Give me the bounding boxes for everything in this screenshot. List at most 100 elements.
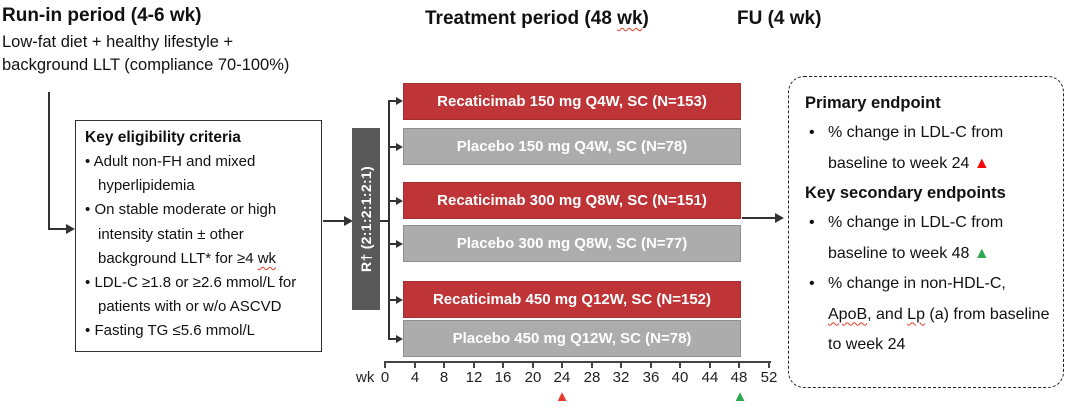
axis-tick: 8 — [429, 361, 459, 386]
branch-arrowhead-icon — [396, 197, 403, 205]
randomization-ratio-label: R† (2:1:2:1:2:1) — [358, 166, 374, 272]
treatment-arm-bar: Placebo 150 mg Q4W, SC (N=78) — [403, 128, 741, 165]
runin-subtitle-line1: Low-fat diet + healthy lifestyle + — [2, 33, 234, 51]
axis-tick: 24 — [547, 361, 577, 386]
runin-subtitle: Low-fat diet + healthy lifestyle + backg… — [2, 31, 289, 77]
tick-mark — [620, 361, 622, 368]
treatment-arm-bar: Recaticimab 150 mg Q4W, SC (N=153) — [403, 83, 741, 120]
branch-arrowhead-icon — [396, 240, 403, 248]
eligibility-bullet: • Adult non-FH and mixed hyperlipidemia — [85, 153, 256, 195]
week48-marker-triangle-icon: ▲ — [732, 388, 748, 405]
follow-up-period-title: FU (4 wk) — [737, 8, 822, 29]
treatment-arm-bar: Placebo 450 mg Q12W, SC (N=78) — [403, 320, 741, 357]
bullet-icon: • — [85, 153, 91, 170]
arm-label: Placebo 300 mg Q8W, SC (N=77) — [456, 235, 688, 252]
primary-endpoint-title: Primary endpoint — [805, 94, 941, 112]
tick-label: 44 — [701, 369, 719, 386]
runin-connector-horizontal-line — [48, 228, 67, 230]
treatment-arm-bar: Recaticimab 450 mg Q12W, SC (N=152) — [403, 281, 741, 318]
branch-arrowhead-icon — [396, 97, 403, 105]
tick-mark — [473, 361, 475, 368]
arm-label: Placebo 150 mg Q4W, SC (N=78) — [456, 138, 688, 155]
tick-mark — [414, 361, 416, 368]
tick-label: 48 — [730, 369, 748, 386]
axis-tick: 44 — [695, 361, 725, 386]
tick-mark — [768, 361, 770, 368]
bullet-icon: • — [809, 124, 815, 141]
arm-label: Recaticimab 150 mg Q4W, SC (N=153) — [437, 93, 707, 110]
arms-to-endpoints-arrowhead-icon — [775, 213, 784, 223]
tick-mark — [561, 361, 563, 368]
runin-period-title: Run-in period (4-6 wk) — [2, 5, 202, 26]
tick-mark — [591, 361, 593, 368]
bracket-vertical-line — [388, 100, 390, 340]
tick-mark — [532, 361, 534, 368]
branch-arrowhead-icon — [396, 143, 403, 151]
tick-label: 12 — [465, 369, 483, 386]
runin-connector-vertical-line — [48, 92, 50, 230]
branch-line — [388, 243, 396, 245]
tick-mark — [738, 361, 740, 368]
tick-mark — [384, 361, 386, 368]
tick-label: 8 — [439, 369, 449, 386]
tick-label: 40 — [671, 369, 689, 386]
primary-endpoint-item: •% change in LDL-C from baseline to week… — [805, 118, 1051, 179]
axis-tick: 20 — [518, 361, 548, 386]
arm-label: Placebo 450 mg Q12W, SC (N=78) — [452, 330, 692, 347]
axis-tick: 48 — [724, 361, 754, 386]
arm-label: Recaticimab 450 mg Q12W, SC (N=152) — [432, 291, 712, 308]
eligibility-bullet: • Fasting TG ≤5.6 mmol/L — [85, 322, 255, 340]
bullet-icon: • — [809, 275, 815, 292]
axis-tick: 52 — [754, 361, 784, 386]
axis-tick: 36 — [636, 361, 666, 386]
branch-line — [388, 146, 396, 148]
branch-line — [388, 100, 396, 102]
tick-label: 36 — [642, 369, 660, 386]
tick-label: 20 — [524, 369, 542, 386]
arm-label: Recaticimab 300 mg Q8W, SC (N=151) — [437, 192, 707, 209]
secondary-endpoints-title: Key secondary endpoints — [805, 184, 1006, 202]
axis-tick: 28 — [577, 361, 607, 386]
axis-tick: 0 — [370, 361, 400, 386]
treatment-arm-bar: Placebo 300 mg Q8W, SC (N=77) — [403, 225, 741, 262]
arms-to-endpoints-line — [742, 217, 776, 219]
eligibility-bullet: • On stable moderate or high intensity s… — [85, 201, 277, 267]
bullet-icon: • — [85, 274, 91, 292]
bullet-icon: • — [809, 214, 815, 231]
branch-arrowhead-icon — [396, 335, 403, 343]
tick-label: 4 — [410, 369, 420, 386]
bullet-icon: • — [85, 322, 91, 340]
treatment-period-title: Treatment period (48 wk) — [425, 8, 649, 29]
bullet-icon: • — [85, 201, 91, 219]
tick-label: 24 — [553, 369, 571, 386]
endpoints-panel: Primary endpoint •% change in LDL-C from… — [788, 76, 1064, 388]
treatment-arm-bar: Recaticimab 300 mg Q8W, SC (N=151) — [403, 182, 741, 219]
axis-tick: 16 — [488, 361, 518, 386]
red-triangle-icon: ▲ — [973, 154, 990, 172]
week-axis-unit-label: wk — [356, 369, 375, 386]
axis-tick: 12 — [459, 361, 489, 386]
tick-mark — [502, 361, 504, 368]
axis-tick: 4 — [400, 361, 430, 386]
green-triangle-icon: ▲ — [973, 244, 990, 262]
runin-subtitle-line2: background LLT (compliance 70-100%) — [2, 56, 290, 74]
tick-mark — [709, 361, 711, 368]
eligibility-to-randomization-arrowhead-icon — [344, 216, 353, 226]
tick-label: 16 — [494, 369, 512, 386]
axis-tick: 32 — [606, 361, 636, 386]
tick-mark — [650, 361, 652, 368]
eligibility-bullet: • LDL-C ≥1.8 or ≥2.6 mmol/L for patients… — [85, 274, 297, 316]
tick-label: 0 — [380, 369, 390, 386]
branch-line — [388, 338, 396, 340]
eligibility-title: Key eligibility criteria — [85, 129, 241, 146]
branch-line — [388, 299, 396, 301]
randomization-box: R† (2:1:2:1:2:1) — [352, 128, 380, 310]
secondary-endpoint-item: •% change in non-HDL-C, ApoB, and Lp (a)… — [805, 269, 1051, 361]
eligibility-to-randomization-line — [323, 220, 345, 222]
eligibility-criteria-box: Key eligibility criteria • Adult non-FH … — [75, 120, 322, 352]
tick-label: 32 — [612, 369, 630, 386]
tick-mark — [443, 361, 445, 368]
tick-label: 28 — [583, 369, 601, 386]
branch-line — [388, 200, 396, 202]
